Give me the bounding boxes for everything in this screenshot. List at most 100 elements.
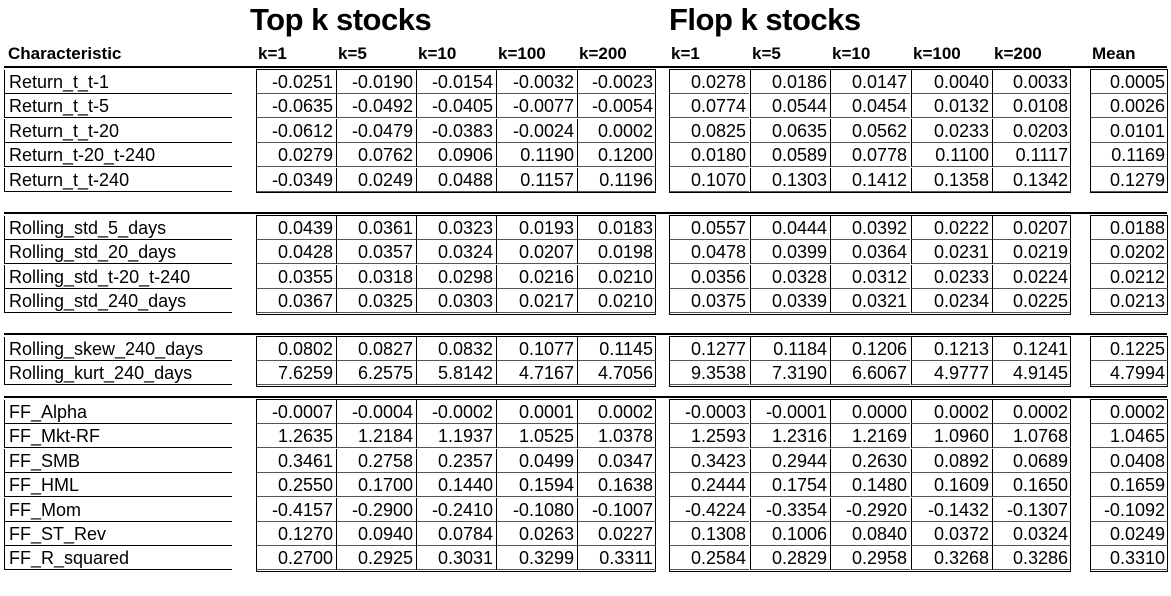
mean-value-cell: 0.0002 [1090, 400, 1168, 424]
flop-value-cell: 1.2593 [669, 424, 749, 449]
flop-value-cell: 0.0219 [992, 240, 1071, 265]
mean-value-cell: 0.0005 [1090, 70, 1168, 94]
flop-value-cell: 0.0372 [911, 522, 992, 546]
flop-value-cell: 0.3268 [911, 546, 992, 571]
top-value-cell: 0.0216 [496, 264, 577, 289]
top-value-cell: 0.0439 [256, 216, 336, 240]
top-value-cell: 0.1638 [577, 473, 656, 498]
top-value-cell: -0.1080 [496, 497, 577, 522]
top-value-cell: 0.2357 [416, 448, 496, 473]
flop-col-header: k=5 [752, 44, 781, 63]
top-value-cell: -0.0492 [336, 94, 416, 119]
flop-value-cell: 0.2829 [750, 546, 830, 571]
top-value-cell: 0.0488 [416, 167, 496, 192]
flop-value-cell: 0.0324 [992, 522, 1071, 546]
top-value-cell: 0.1077 [496, 337, 577, 361]
mean-value-cell: 0.1659 [1090, 473, 1168, 498]
row-label: Rolling_std_5_days [4, 216, 232, 240]
top-value-cell: -0.4157 [256, 497, 336, 522]
top-value-cell: 0.0303 [416, 289, 496, 314]
top-value-cell: -0.0054 [577, 94, 656, 119]
flop-value-cell: 0.0589 [750, 143, 830, 168]
top-value-cell: 0.0784 [416, 522, 496, 546]
flop-value-cell: 1.2169 [830, 424, 910, 449]
flop-col-header: k=1 [671, 44, 700, 63]
mean-value-cell: 0.0249 [1090, 522, 1168, 546]
top-value-cell: 0.1270 [256, 522, 336, 546]
top-value-cell: 0.0832 [416, 337, 496, 361]
flop-value-cell: 0.0892 [911, 448, 992, 473]
flop-value-cell: 4.9145 [992, 361, 1071, 386]
flop-value-cell: 0.0186 [750, 70, 830, 94]
flop-value-cell: 0.0375 [669, 289, 749, 314]
flop-value-cell: 0.0321 [830, 289, 910, 314]
top-value-cell: 0.3299 [496, 546, 577, 571]
top-value-cell: 0.0207 [496, 240, 577, 265]
top-value-cell: 5.8142 [416, 361, 496, 386]
flop-value-cell: 0.1100 [911, 143, 992, 168]
top-value-cell: 0.0198 [577, 240, 656, 265]
flop-value-cell: 6.6067 [830, 361, 910, 386]
mean-value-cell: 0.0408 [1090, 448, 1168, 473]
flop-value-cell: 0.0000 [830, 400, 910, 424]
row-label: FF_HML [4, 473, 232, 498]
row-label: Rolling_std_t-20_t-240 [4, 264, 232, 289]
top-value-cell: 0.0298 [416, 264, 496, 289]
row-label: Rolling_kurt_240_days [4, 361, 232, 386]
row-label: FF_Alpha [4, 400, 232, 424]
flop-value-cell: 0.0225 [992, 289, 1071, 314]
top-k-stocks-title: Top k stocks [250, 2, 432, 37]
flop-value-cell: 0.2944 [750, 448, 830, 473]
top-value-cell: -0.0190 [336, 70, 416, 94]
flop-value-cell: 0.0234 [911, 289, 992, 314]
top-value-cell: -0.0002 [416, 400, 496, 424]
flop-value-cell: 0.2584 [669, 546, 749, 571]
flop-value-cell: 0.1358 [911, 167, 992, 192]
flop-value-cell: 0.1213 [911, 337, 992, 361]
top-value-cell: 0.0263 [496, 522, 577, 546]
flop-value-cell: 0.0328 [750, 264, 830, 289]
top-value-cell: 0.1196 [577, 167, 656, 192]
flop-value-cell: 7.3190 [750, 361, 830, 386]
flop-value-cell: -0.2920 [830, 497, 910, 522]
flop-value-cell: 0.0444 [750, 216, 830, 240]
top-value-cell: 0.0357 [336, 240, 416, 265]
flop-value-cell: 0.0635 [750, 118, 830, 143]
top-value-cell: 0.0325 [336, 289, 416, 314]
row-label: FF_ST_Rev [4, 522, 232, 546]
top-value-cell: 0.0279 [256, 143, 336, 168]
top-value-cell: 0.0827 [336, 337, 416, 361]
flop-value-cell: 0.0774 [669, 94, 749, 119]
top-value-cell: 0.0762 [336, 143, 416, 168]
top-value-cell: 0.0217 [496, 289, 577, 314]
mean-value-cell: 0.0212 [1090, 264, 1168, 289]
flop-value-cell: 0.0356 [669, 264, 749, 289]
top-value-cell: 0.0324 [416, 240, 496, 265]
top-value-cell: -0.0612 [256, 118, 336, 143]
row-label: Return_t_t-240 [4, 167, 232, 192]
row-label: FF_Mkt-RF [4, 424, 232, 449]
mean-value-cell: 1.0465 [1090, 424, 1168, 449]
top-value-cell: 7.6259 [256, 361, 336, 386]
flop-value-cell: 0.0203 [992, 118, 1071, 143]
top-value-cell: 0.0367 [256, 289, 336, 314]
flop-value-cell: 0.1609 [911, 473, 992, 498]
flop-value-cell: 0.2444 [669, 473, 749, 498]
top-value-cell: -0.2900 [336, 497, 416, 522]
top-value-cell: 0.0002 [577, 400, 656, 424]
flop-value-cell: 0.1117 [992, 143, 1071, 168]
characteristic-header: Characteristic [8, 44, 122, 63]
group-rule [4, 212, 1167, 214]
flop-value-cell: 0.1650 [992, 473, 1071, 498]
flop-value-cell: 0.1754 [750, 473, 830, 498]
top-value-cell: 0.1145 [577, 337, 656, 361]
flop-value-cell: 0.0040 [911, 70, 992, 94]
top-value-cell: -0.0024 [496, 118, 577, 143]
group-rule [4, 333, 1167, 335]
flop-value-cell: 0.0544 [750, 94, 830, 119]
flop-value-cell: 0.2630 [830, 448, 910, 473]
flop-value-cell: 0.0207 [992, 216, 1071, 240]
flop-value-cell: -0.1307 [992, 497, 1071, 522]
top-value-cell: -0.0405 [416, 94, 496, 119]
flop-value-cell: 0.0312 [830, 264, 910, 289]
